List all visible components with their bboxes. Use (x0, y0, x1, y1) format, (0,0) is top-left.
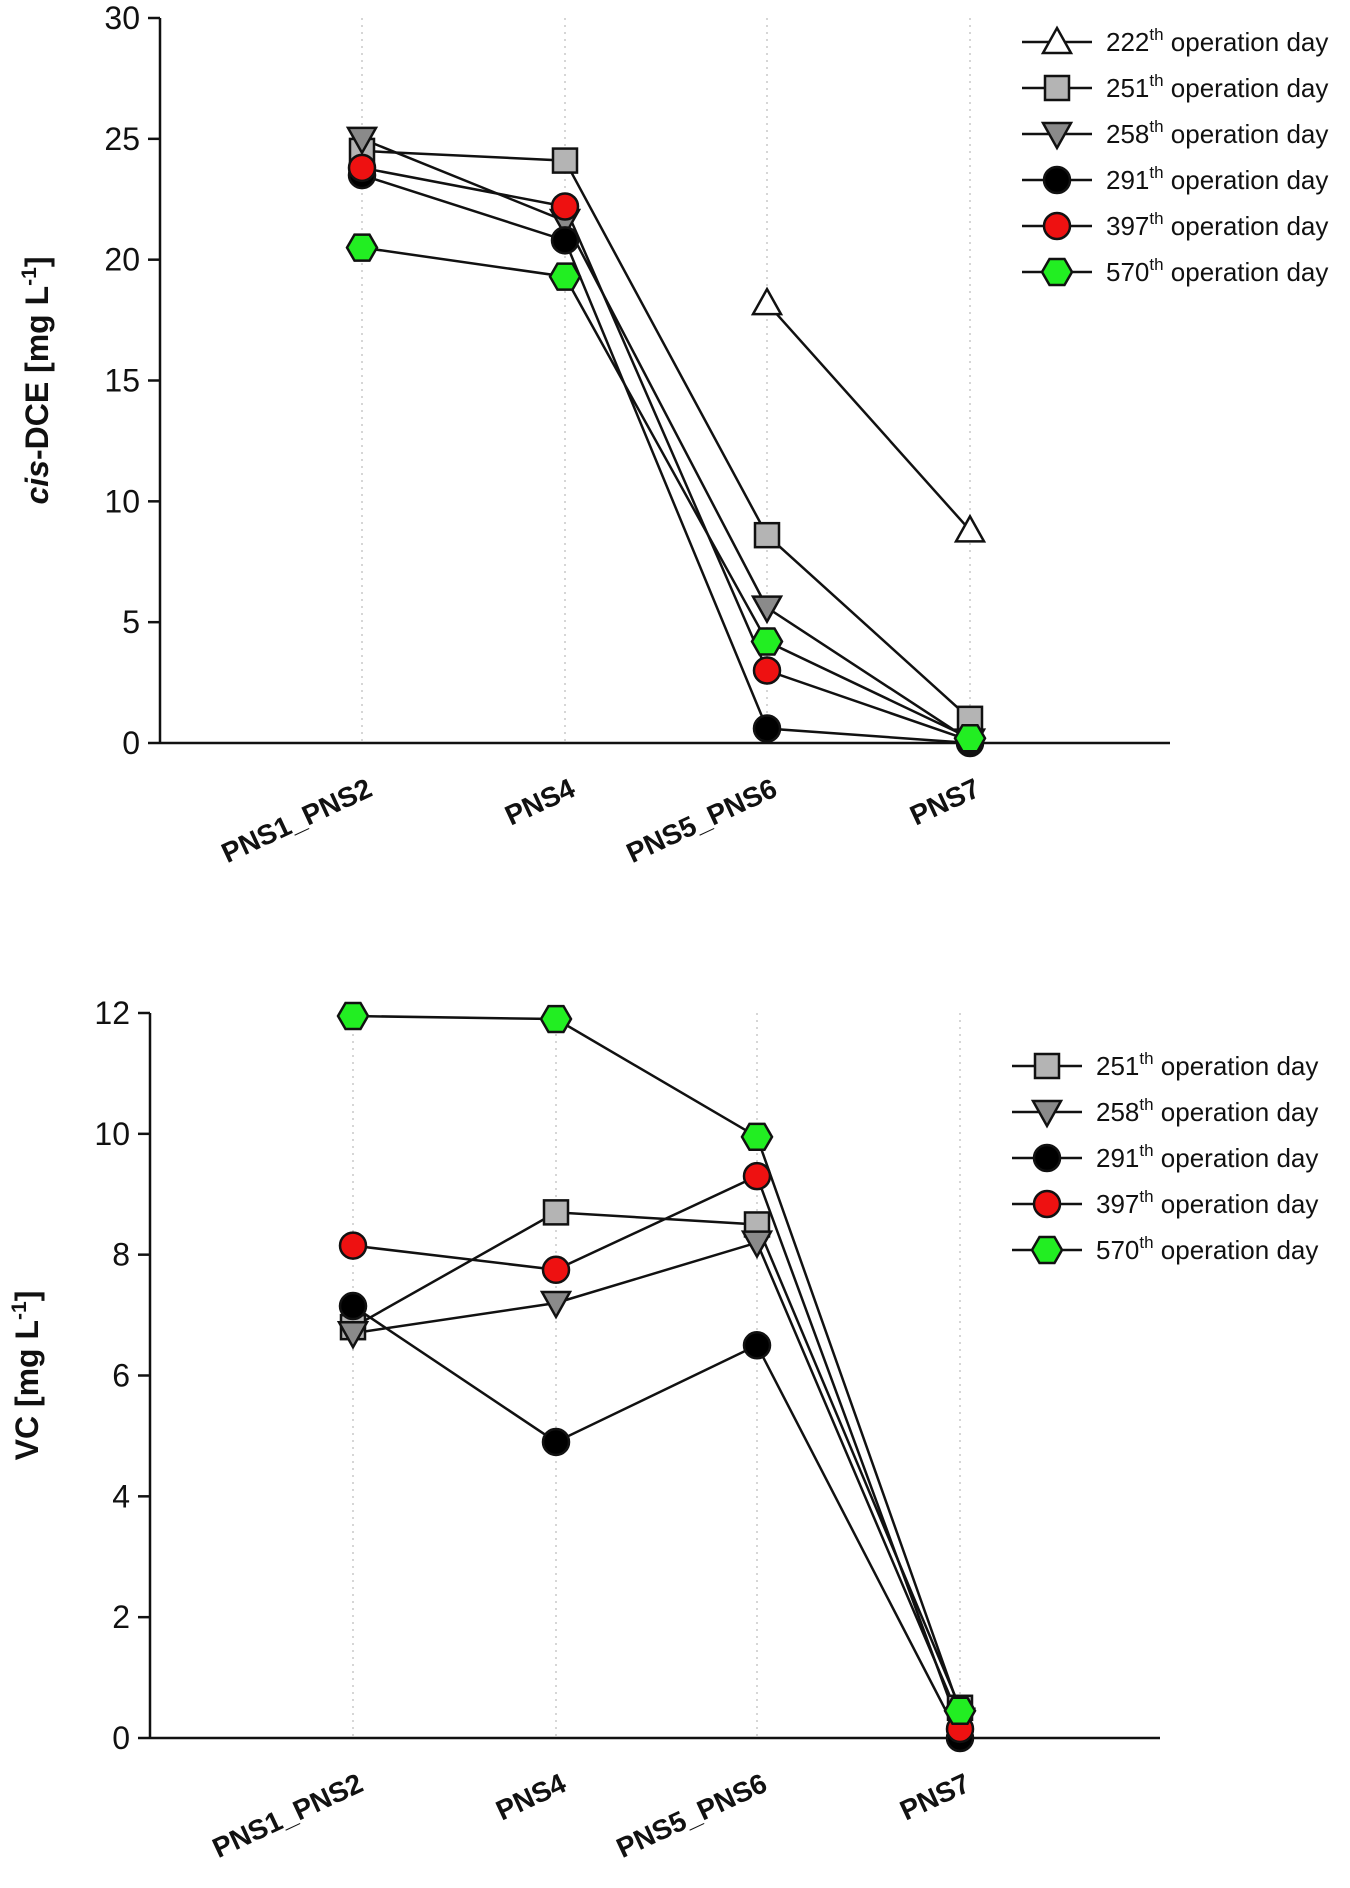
legend-label: 251th operation day (1096, 1049, 1318, 1081)
y-tick-label: 0 (112, 1720, 130, 1756)
data-point-258 (750, 595, 784, 625)
x-category-label: PNS4 (491, 1767, 571, 1826)
data-point-251 (551, 147, 579, 174)
series-line-291 (352, 1304, 962, 1739)
legend-marker-570 (1030, 1235, 1064, 1265)
legend-marker-570 (1040, 257, 1074, 287)
legend-label: 291th operation day (1106, 163, 1328, 195)
data-point-570 (336, 1001, 370, 1031)
legend-marker-258 (1030, 1099, 1064, 1129)
cis-dce-chart: 0 5 10 15 20 25 30 PNS1_PNS2 PNS4 PNS5_PNS6 PNS7 ci… (18, 0, 1328, 869)
series-line-251 (361, 149, 971, 720)
series-line-570 (352, 1014, 962, 1712)
data-point-570 (943, 1696, 977, 1726)
y-tick-label: 0 (122, 725, 140, 761)
data-point-570 (548, 262, 582, 291)
data-point-570 (345, 233, 379, 262)
data-point-397 (550, 192, 580, 221)
series-line-258 (361, 137, 971, 742)
legend-label: 570th operation day (1106, 255, 1328, 287)
y-tick-label: 12 (94, 995, 130, 1031)
data-point-258 (740, 1230, 774, 1260)
data-point-222 (750, 286, 784, 316)
x-category-label: PNS5_PNS6 (612, 1767, 772, 1864)
data-point-570 (750, 627, 784, 656)
data-point-397 (347, 153, 377, 183)
legend-marker-251 (1033, 1052, 1061, 1080)
legend-label: 291th operation day (1096, 1141, 1318, 1173)
data-point-258 (539, 1290, 573, 1320)
legend-label: 258th operation day (1106, 117, 1328, 149)
x-category-label: PNS7 (895, 1767, 974, 1826)
legend: 251th operation day 258th operation day 29… (1012, 1049, 1318, 1265)
legend-label: 397th operation day (1106, 209, 1328, 241)
series-line-251 (352, 1211, 962, 1709)
legend-marker-251 (1043, 74, 1071, 102)
legend-marker-222 (1040, 25, 1074, 55)
data-point-258 (336, 1320, 370, 1350)
series-line-570 (361, 246, 971, 740)
legend-label: 222th operation day (1106, 25, 1328, 57)
data-point-251 (753, 521, 781, 549)
series-line-397 (361, 166, 971, 742)
data-point-291 (338, 1291, 368, 1321)
legend-label: 258th operation day (1096, 1095, 1318, 1127)
data-point-397 (742, 1161, 772, 1191)
data-point-258 (345, 126, 379, 156)
series-line-222 (766, 302, 971, 532)
legend: 222th operation day 251th operation day 25… (1022, 25, 1328, 287)
data-point-570 (539, 1004, 573, 1034)
data-point-291 (550, 226, 580, 255)
data-point-397 (338, 1231, 368, 1260)
y-tick-label: 2 (112, 1599, 130, 1635)
data-point-251 (542, 1199, 570, 1226)
legend-marker-397 (1032, 1189, 1062, 1219)
x-category-label: PNS1_PNS2 (208, 1767, 368, 1864)
y-axis-title: cis-DCE [mg L-1] (18, 256, 55, 504)
x-category-label: PNS4 (500, 772, 580, 831)
y-tick-label: 10 (94, 1116, 130, 1152)
series-line-397 (352, 1174, 962, 1730)
y-tick-label: 25 (104, 121, 140, 157)
legend-marker-258 (1040, 121, 1074, 151)
y-tick-label: 30 (104, 0, 140, 36)
legend-label: 251th operation day (1106, 71, 1328, 103)
legend-label: 397th operation day (1096, 1187, 1318, 1219)
data-point-222 (953, 513, 987, 543)
data-point-397 (541, 1255, 571, 1285)
legend-marker-397 (1042, 211, 1072, 241)
y-tick-label: 5 (122, 604, 140, 640)
data-point-570 (953, 723, 987, 753)
y-tick-label: 8 (112, 1237, 130, 1273)
legend-marker-291 (1042, 165, 1072, 195)
vc-chart: 0 2 4 6 8 10 12 PNS1_PNS2 PNS4 PNS5_PNS6 PNS7 VC [m… (8, 995, 1318, 1864)
y-tick-label: 20 (104, 242, 140, 278)
data-point-291 (541, 1427, 571, 1457)
data-point-397 (752, 656, 782, 685)
y-tick-label: 6 (112, 1358, 130, 1394)
y-tick-label: 10 (104, 483, 140, 519)
data-point-291 (742, 1331, 772, 1360)
legend-marker-291 (1032, 1143, 1062, 1173)
x-category-label: PNS7 (905, 772, 984, 831)
data-point-291 (752, 714, 782, 743)
data-point-570 (740, 1122, 774, 1152)
y-tick-label: 4 (112, 1478, 130, 1514)
x-category-label: PNS1_PNS2 (217, 772, 377, 869)
y-tick-label: 15 (104, 363, 140, 399)
x-category-label: PNS5_PNS6 (622, 772, 782, 869)
series-line-291 (361, 173, 971, 745)
y-axis-title: VC [mg L-1] (8, 1291, 45, 1461)
series-line-258 (352, 1241, 962, 1721)
legend-label: 570th operation day (1096, 1233, 1318, 1265)
